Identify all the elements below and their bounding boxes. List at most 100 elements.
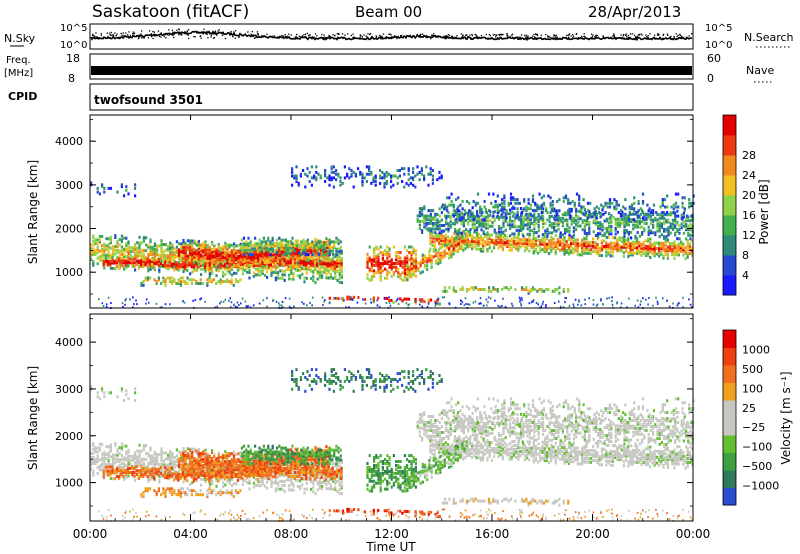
- power-cell: [386, 276, 389, 280]
- power-cell: [623, 225, 626, 229]
- noise-point: [613, 34, 615, 36]
- power-cell: [512, 214, 515, 218]
- power-cell: [276, 245, 279, 249]
- power-cell: [425, 216, 428, 220]
- power-cell: [167, 261, 170, 265]
- power-cell: [548, 231, 551, 235]
- power-cell: [568, 226, 571, 230]
- power-cell: [457, 205, 460, 209]
- power-cell: [239, 246, 242, 250]
- power-cell: [305, 261, 308, 265]
- noise-point: [602, 37, 605, 39]
- noise-point: [673, 35, 675, 38]
- power-cell: [581, 238, 584, 242]
- power-cell: [675, 251, 678, 255]
- power-cell: [660, 225, 663, 229]
- power-cell: [468, 241, 471, 245]
- power-cell: [570, 243, 573, 247]
- power-cell: [315, 176, 318, 180]
- power-cell: [226, 280, 229, 284]
- power-cell: [201, 282, 204, 285]
- power-cell: [348, 295, 351, 299]
- power-cell: [309, 263, 312, 267]
- power-cell: [563, 243, 566, 247]
- power-cell: [467, 215, 470, 219]
- power-cell: [232, 245, 236, 249]
- power-cell: [270, 256, 273, 260]
- power-cell: [333, 261, 336, 265]
- power-cell: [544, 229, 547, 233]
- power-cell: [663, 198, 667, 202]
- power-cell: [92, 239, 95, 243]
- power-cell: [572, 251, 575, 255]
- power-cell: [677, 205, 680, 209]
- power-cell: [340, 257, 343, 261]
- power-cell: [515, 243, 518, 247]
- power-cell: [372, 300, 375, 304]
- power-cell: [406, 249, 409, 253]
- power-cell: [414, 185, 417, 189]
- power-cell: [457, 209, 460, 213]
- noise-point: [649, 33, 651, 35]
- power-cell: [203, 262, 206, 265]
- noise-point: [296, 36, 298, 39]
- noise-point: [186, 32, 188, 34]
- power-cell: [682, 246, 685, 250]
- power-cell: [684, 251, 687, 255]
- power-cell: [377, 269, 380, 273]
- power-cell: [495, 240, 498, 244]
- power-cell: [299, 172, 302, 176]
- power-cell: [575, 219, 578, 222]
- power-cell: [278, 263, 281, 267]
- power-cell: [480, 224, 483, 228]
- power-cell: [682, 224, 685, 228]
- power-cell: [434, 212, 437, 216]
- power-cell: [479, 238, 482, 242]
- power-cell: [160, 242, 163, 246]
- power-cell: [503, 207, 506, 211]
- power-cell: [381, 252, 384, 256]
- power-cell: [662, 247, 665, 251]
- power-cell: [249, 244, 252, 248]
- power-cell: [403, 297, 406, 301]
- power-cell: [534, 288, 537, 291]
- power-cell: [136, 250, 139, 254]
- power-cell: [517, 236, 520, 240]
- noise-point: [325, 37, 327, 40]
- power-cell: [608, 205, 612, 209]
- power-cell: [466, 241, 469, 245]
- power-cell: [530, 242, 533, 246]
- power-cell: [184, 265, 187, 269]
- power-cell: [548, 246, 551, 250]
- power-cell: [523, 236, 526, 240]
- power-cell: [254, 247, 257, 251]
- power-cell: [304, 172, 307, 176]
- power-cell: [186, 268, 189, 272]
- noise-point: [163, 35, 165, 38]
- power-cell: [290, 254, 293, 258]
- power-cell: [392, 262, 395, 265]
- power-cell: [558, 209, 561, 213]
- power-cell: [478, 219, 481, 223]
- power-cell: [278, 245, 281, 249]
- power-cell: [647, 252, 650, 256]
- power-cell: [125, 242, 128, 246]
- power-cell: [522, 218, 525, 221]
- power-cell: [177, 264, 180, 268]
- power-cell: [261, 265, 264, 268]
- power-cell: [219, 263, 222, 267]
- power-cell: [585, 242, 588, 246]
- power-cell: [671, 247, 674, 251]
- power-cell: [581, 249, 584, 253]
- power-cell: [544, 231, 547, 235]
- power-cell: [381, 258, 384, 262]
- power-cell: [258, 245, 261, 249]
- freq-left-tick-bottom: 8: [68, 72, 75, 85]
- power-cell: [410, 274, 413, 278]
- power-cell: [559, 235, 562, 239]
- power-cell: [177, 250, 181, 254]
- power-cell: [261, 268, 264, 272]
- power-cell: [224, 245, 227, 249]
- power-cell: [309, 256, 313, 260]
- power-cell: [636, 225, 639, 229]
